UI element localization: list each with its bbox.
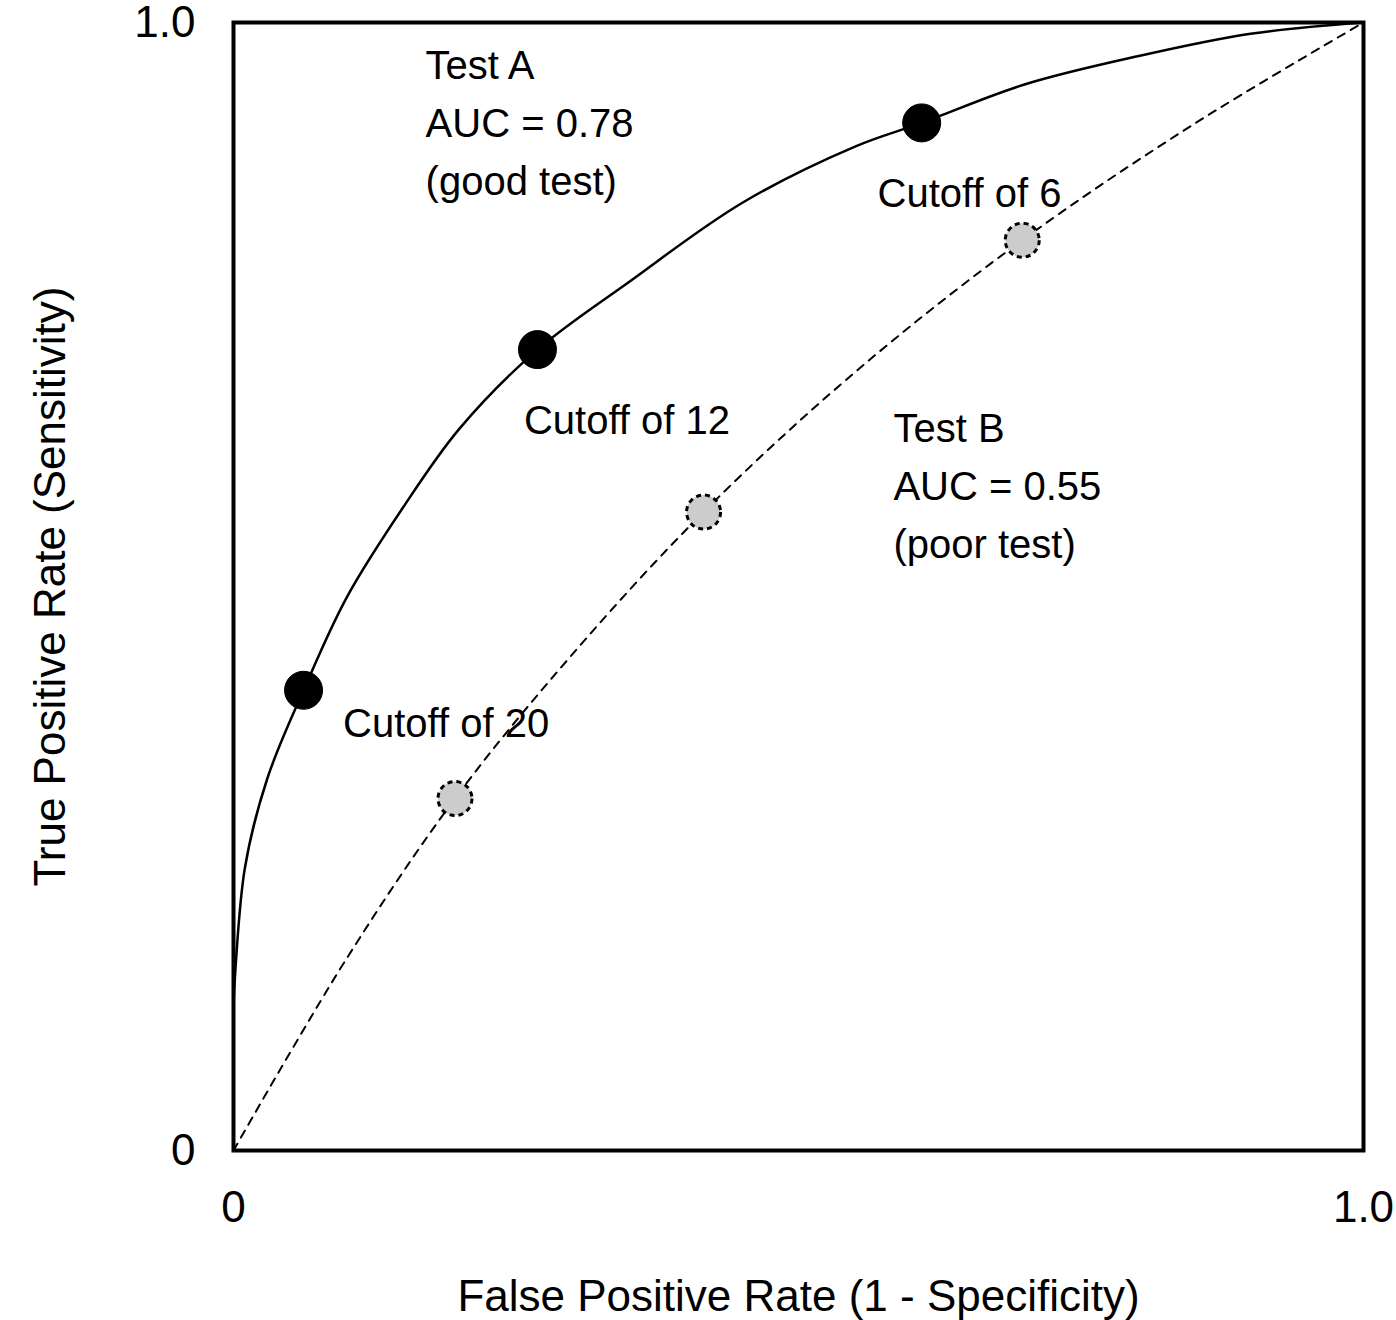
svg-text:0: 0 [171, 1125, 195, 1174]
svg-text:True Positive Rate (Sensitivit: True Positive Rate (Sensitivity) [25, 287, 74, 887]
svg-text:Cutoff of 12: Cutoff of 12 [524, 398, 730, 442]
svg-text:Test BAUC = 0.55(poor test): Test BAUC = 0.55(poor test) [893, 406, 1101, 566]
svg-text:Cutoff of 6: Cutoff of 6 [878, 171, 1062, 215]
svg-text:False Positive Rate (1 - Speci: False Positive Rate (1 - Specificity) [457, 1271, 1139, 1320]
svg-text:1.0: 1.0 [134, 0, 195, 46]
svg-text:Cutoff of 20: Cutoff of 20 [343, 701, 549, 745]
svg-text:1.0: 1.0 [1333, 1182, 1394, 1231]
svg-text:0: 0 [221, 1182, 245, 1231]
svg-text:Test AAUC = 0.78(good test): Test AAUC = 0.78(good test) [426, 43, 634, 203]
